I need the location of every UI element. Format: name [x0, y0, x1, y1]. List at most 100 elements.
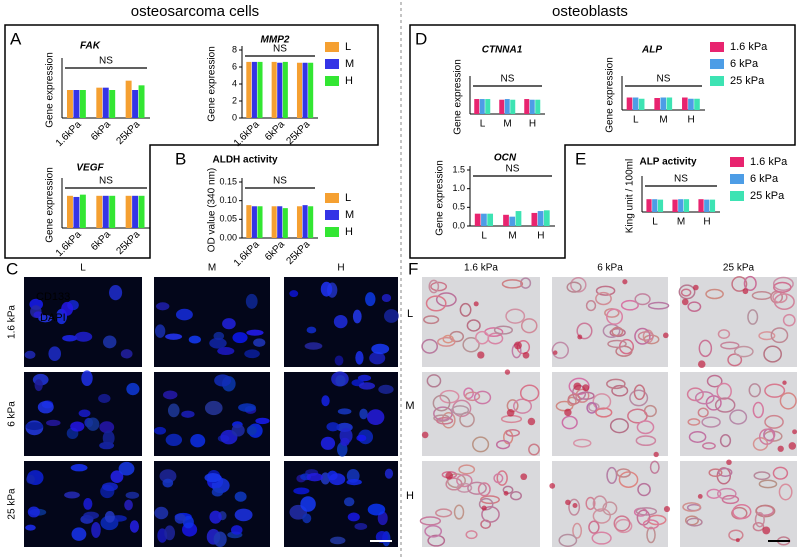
x-tick-label: M	[503, 119, 511, 130]
y-axis-label: King unit / 100ml	[625, 159, 636, 234]
cell	[424, 525, 443, 538]
row-label: 6 kPa	[7, 401, 18, 427]
cell	[636, 420, 655, 435]
cell	[686, 387, 704, 402]
bar	[109, 195, 116, 228]
cell	[604, 307, 620, 318]
cell	[501, 279, 524, 289]
x-tick-label: L	[652, 217, 658, 228]
cell	[642, 519, 660, 530]
nucleus	[48, 346, 62, 362]
nucleus	[164, 525, 176, 541]
nucleus	[211, 487, 224, 497]
row-label: 1.6 kPa	[7, 305, 18, 339]
chart-title: ALP	[641, 45, 662, 56]
legend-swatch	[710, 42, 724, 52]
nucleus	[213, 531, 227, 548]
nucleus	[174, 513, 186, 524]
header: osteoblasts	[552, 3, 628, 20]
bar	[73, 196, 80, 228]
nucleus	[83, 511, 99, 520]
nucleus	[304, 342, 323, 350]
stain	[735, 538, 740, 543]
legend-label: M	[345, 58, 354, 70]
bar	[296, 62, 303, 118]
bar	[474, 213, 481, 226]
cell	[428, 279, 440, 294]
stain	[549, 483, 556, 489]
micrograph	[422, 372, 540, 456]
bar	[66, 195, 73, 228]
cell	[467, 481, 487, 495]
nucleus	[167, 403, 180, 418]
nucleus	[302, 513, 312, 524]
cell	[510, 491, 522, 501]
nucleus	[26, 474, 36, 484]
cell	[772, 276, 794, 291]
bar	[660, 97, 667, 110]
nucleus	[246, 329, 264, 336]
nucleus	[300, 496, 316, 512]
legend-label: M	[345, 209, 354, 221]
panel-letter: A	[10, 29, 22, 48]
y-tick-label: 0.00	[219, 232, 237, 242]
nucleus	[70, 421, 85, 432]
legend-swatch	[730, 157, 744, 167]
nucleus	[34, 379, 43, 392]
cell	[763, 345, 782, 363]
cell	[635, 435, 657, 447]
legend-swatch	[710, 76, 724, 86]
bar	[251, 61, 257, 118]
cell	[437, 336, 456, 347]
nucleus	[335, 375, 346, 387]
stain	[622, 279, 628, 285]
y-tick-label: 8	[232, 44, 237, 54]
legend-label: 1.6 kPa	[750, 156, 788, 168]
nucleus	[356, 434, 367, 442]
nucleus	[154, 426, 167, 435]
nucleus	[38, 314, 53, 323]
y-tick-label: 4	[232, 78, 237, 88]
cell	[568, 498, 581, 516]
chart-title: ALP activity	[639, 157, 696, 168]
nucleus	[293, 487, 310, 495]
legend-label: 1.6 kPa	[730, 41, 768, 53]
cell	[456, 482, 473, 493]
cell	[576, 322, 593, 340]
cell	[606, 308, 624, 325]
bar	[308, 62, 314, 118]
cell	[747, 309, 759, 325]
nucleus	[378, 384, 394, 394]
nucleus	[346, 478, 362, 486]
cell	[585, 496, 596, 511]
nucleus	[71, 527, 87, 541]
nucleus	[244, 349, 260, 359]
cell	[743, 275, 757, 292]
nucleus	[81, 370, 93, 387]
stain	[762, 526, 771, 535]
nucleus	[365, 292, 376, 307]
cell	[694, 391, 715, 405]
cell	[475, 330, 490, 345]
bar	[257, 61, 263, 118]
cell	[629, 389, 649, 407]
cell	[505, 308, 526, 324]
stain	[514, 341, 522, 350]
y-tick-label: 0.15	[219, 176, 237, 186]
x-tick-label: M	[508, 231, 516, 242]
cell	[585, 300, 597, 312]
legend-label: L	[345, 41, 351, 53]
panel-letter: D	[415, 29, 427, 48]
bar	[535, 99, 541, 114]
cell	[607, 339, 627, 349]
cell	[748, 383, 762, 398]
bar	[96, 87, 103, 118]
y-tick-label: 0	[232, 112, 237, 122]
cell	[472, 436, 490, 453]
bar	[688, 98, 694, 110]
cell	[705, 288, 724, 300]
cell	[688, 430, 707, 443]
cell	[595, 291, 612, 306]
cell	[591, 531, 612, 545]
cell	[459, 302, 472, 317]
